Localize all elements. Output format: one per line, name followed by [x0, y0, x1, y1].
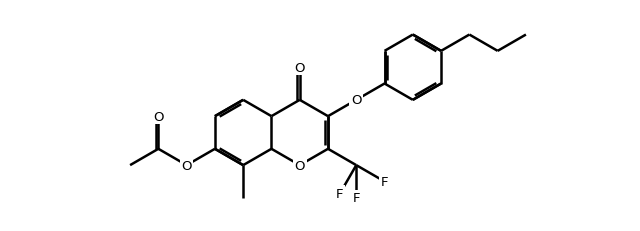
Text: O: O	[294, 61, 305, 74]
Text: F: F	[381, 175, 388, 188]
Text: O: O	[351, 94, 362, 107]
Text: F: F	[336, 187, 344, 200]
Text: O: O	[153, 110, 164, 123]
Text: F: F	[353, 191, 360, 204]
Text: O: O	[181, 159, 192, 172]
Text: O: O	[294, 159, 305, 172]
